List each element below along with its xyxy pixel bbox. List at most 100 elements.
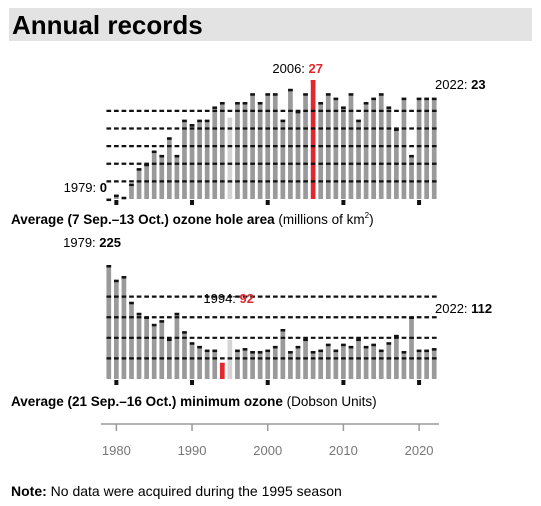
annotation-area-1979-value: 0 (100, 180, 107, 195)
bar-1986 (159, 320, 165, 379)
axis-tick-4 (417, 200, 422, 205)
bar-1980 (114, 279, 119, 379)
annotation-area-2006-value: 27 (309, 61, 323, 76)
page-title: Annual records (12, 10, 203, 40)
bar-1993 (212, 349, 218, 379)
x-axis-tick-label-2: 2000 (253, 443, 282, 458)
bar-2021 (424, 97, 429, 199)
bar-1985 (151, 150, 157, 199)
bar-cap-1987 (166, 137, 172, 140)
bar-2003 (288, 88, 293, 199)
x-axis-tick-label-1: 1990 (178, 443, 207, 458)
charts-canvas: Average (7 Sep.–13 Oct.) ozone hole area… (11, 61, 492, 458)
bar-1989 (182, 119, 187, 199)
chart-caption-units-sup: 2 (365, 211, 370, 220)
bar-1989 (182, 331, 187, 379)
bar-cap-2004 (295, 345, 301, 349)
bar-1979 (106, 265, 112, 379)
bar-cap-1996 (235, 349, 240, 353)
bar-cap-1988 (174, 312, 180, 316)
bar-cap-2007 (318, 102, 324, 105)
bar-cap-2000 (265, 349, 271, 353)
bar-cap-1979 (106, 198, 112, 202)
bar-cap-1984 (144, 163, 149, 167)
bar-cap-2017 (394, 128, 399, 131)
bar-1993 (212, 106, 218, 199)
bar-cap-2003 (288, 88, 293, 92)
bar-cap-2021 (424, 97, 429, 101)
bar-2020 (416, 97, 422, 199)
bar-cap-1991 (197, 119, 202, 123)
axis-tick-0 (114, 380, 119, 385)
bar-2011 (348, 345, 354, 379)
annotation-ozone-2022-prefix: 2022: (435, 301, 471, 316)
bar-2020 (416, 349, 422, 379)
bar-2001 (272, 345, 278, 379)
bar-cap-1996 (235, 102, 240, 105)
bar-cap-1985 (151, 323, 157, 327)
bar-cap-1987 (166, 338, 172, 342)
bar-1997 (242, 348, 248, 379)
bar-cap-1992 (204, 119, 210, 123)
bar-1982 (129, 183, 134, 199)
bar-cap-2011 (348, 93, 354, 96)
bar-cap-2002 (280, 119, 286, 123)
bar-2016 (386, 342, 392, 379)
bar-cap-2022 (431, 97, 437, 101)
annotation-ozone-1979-value: 225 (99, 235, 121, 250)
bar-1982 (129, 301, 134, 379)
bar-cap-2001 (272, 345, 278, 349)
bar-cap-1980 (114, 194, 119, 198)
bar-cap-1990 (189, 342, 195, 345)
bar-cap-2007 (318, 349, 324, 353)
axis-tick-3 (341, 200, 346, 205)
bar-cap-2001 (272, 93, 278, 96)
bar-2006 (310, 80, 316, 199)
annotation-area-2022-prefix: 2022: (435, 77, 471, 92)
bar-cap-1981 (121, 196, 127, 200)
bar-cap-2014 (371, 343, 377, 347)
bar-cap-1993 (212, 106, 218, 109)
annotation-ozone-1994-value: 92 (240, 291, 254, 306)
bar-cap-2010 (341, 343, 346, 347)
bar-2014 (371, 97, 377, 199)
bar-2000 (265, 349, 271, 379)
axis-tick-3 (341, 380, 346, 385)
bar-1996 (235, 102, 240, 199)
bar-cap-1983 (136, 312, 142, 316)
axis-tick-1 (190, 200, 195, 205)
bar-cap-1999 (257, 351, 263, 354)
chart-caption-0: Average (7 Sep.–13 Oct.) ozone hole area… (11, 211, 374, 227)
bar-2022 (431, 348, 437, 379)
bar-1988 (174, 154, 180, 199)
bar-2003 (288, 351, 293, 379)
annotation-ozone-1979: 1979: 225 (63, 235, 121, 250)
bar-cap-1979 (106, 265, 112, 268)
bar-2018 (401, 351, 407, 379)
bar-cap-2006 (310, 80, 316, 83)
bar-2016 (386, 106, 392, 199)
bar-2014 (371, 343, 377, 379)
bar-cap-1982 (129, 301, 134, 305)
bar-cap-2018 (401, 97, 407, 101)
bar-1985 (151, 323, 157, 379)
bar-cap-2013 (363, 102, 369, 105)
bar-cap-1992 (204, 349, 210, 353)
bar-2008 (325, 343, 331, 379)
annotation-area-1979: 1979: 0 (64, 180, 107, 195)
missing-bar-1995 (227, 117, 233, 199)
bar-1997 (242, 102, 248, 199)
bar-cap-2011 (348, 345, 354, 349)
bar-1994 (219, 102, 225, 199)
chart-caption-units-end: ) (369, 212, 374, 227)
axis-tick-1 (190, 380, 195, 385)
bar-1992 (204, 349, 210, 379)
bar-cap-1990 (189, 124, 195, 127)
bar-cap-1986 (159, 154, 165, 158)
bar-cap-2012 (356, 338, 361, 342)
bar-2007 (318, 349, 324, 379)
bar-cap-2022 (431, 348, 437, 351)
bar-2009 (333, 349, 339, 379)
bar-cap-1981 (121, 276, 127, 279)
chart-caption-units: (millions of km (278, 212, 364, 227)
